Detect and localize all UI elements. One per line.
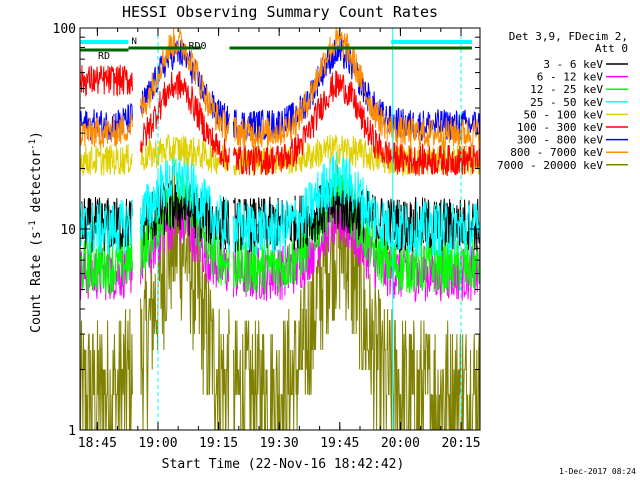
series-segment xyxy=(140,150,230,252)
y-label-part-1: Count Rate (s xyxy=(29,231,44,333)
series-segment xyxy=(79,113,133,148)
legend-entry-label: 50 - 100 keV xyxy=(524,108,604,121)
x-tick-label: 20:00 xyxy=(381,436,420,451)
x-tick-label: 19:15 xyxy=(199,436,238,451)
series-segment xyxy=(386,235,481,295)
y-tick-label: 1 xyxy=(68,424,76,439)
series-segment xyxy=(79,143,133,176)
legend-entry-label: 6 - 12 keV xyxy=(537,71,604,84)
x-tick-label: 19:00 xyxy=(138,436,177,451)
series-segment xyxy=(79,102,133,141)
x-tick-label: 18:45 xyxy=(78,436,117,451)
legend-entry-label: 12 - 25 keV xyxy=(530,83,603,96)
legend-entry-label: 7000 - 20000 keV xyxy=(497,159,603,172)
series-segment xyxy=(386,105,481,141)
series-segment xyxy=(140,134,230,175)
series-segment xyxy=(386,141,481,176)
flag-bars-layer: N RD RD0 xyxy=(80,37,472,62)
legend-entry-label: 300 - 800 keV xyxy=(517,134,603,147)
series-segment xyxy=(140,71,230,171)
y-label-part-3: ) xyxy=(29,131,44,139)
series-segment xyxy=(386,115,481,149)
series-segment xyxy=(386,200,481,258)
series-segment xyxy=(79,235,133,295)
y-label-part-2: detector xyxy=(29,150,44,221)
series-segment xyxy=(79,64,133,97)
series-segment xyxy=(233,164,388,431)
y-label-sup-1: -1 xyxy=(28,220,38,231)
series-segment xyxy=(79,199,133,256)
series-segment xyxy=(233,28,388,149)
x-tick-label: 19:45 xyxy=(320,436,359,451)
legend-entry-label: 800 - 7000 keV xyxy=(510,146,603,159)
x-axis-label: Start Time (22-Nov-16 18:42:42) xyxy=(162,457,405,472)
y-tick-label: 100 xyxy=(53,22,76,37)
series-25-50-kev xyxy=(79,150,481,258)
series-segment xyxy=(79,308,133,431)
footer-timestamp: 1-Dec-2017 08:24 xyxy=(559,467,636,476)
axes-layer: 18:45 19:00 19:15 19:30 19:45 20:00 20:15 1 10 10… xyxy=(53,22,481,451)
legend-entry-label: 100 - 300 keV xyxy=(517,121,603,134)
x-tick-label: 20:15 xyxy=(441,436,480,451)
series-100-300-kev xyxy=(79,64,481,176)
series-segment xyxy=(386,308,481,431)
series-segment xyxy=(140,164,230,431)
x-tick-label: 19:30 xyxy=(260,436,299,451)
flag-label: RD xyxy=(98,51,110,62)
legend-header-line-2: Att 0 xyxy=(595,42,628,55)
legend-entry-label: 3 - 6 keV xyxy=(543,58,603,71)
legend-entry-label: 25 - 50 keV xyxy=(530,96,603,109)
series-segment xyxy=(140,27,230,142)
flag-label: N xyxy=(131,37,136,47)
series-segment xyxy=(233,151,388,256)
y-axis-label: Count Rate (s-1 detector-1) xyxy=(28,131,44,333)
plot-series-layer xyxy=(79,27,481,431)
y-tick-label: 10 xyxy=(60,223,76,238)
series-800-7000-kev xyxy=(79,27,481,149)
flag-label: RD0 xyxy=(188,41,206,52)
y-label-sup-2: -1 xyxy=(28,139,38,150)
chart-title: HESSI Observing Summary Count Rates xyxy=(122,3,438,21)
series-segment xyxy=(233,70,388,176)
legend-header-line-1: Det 3,9, FDecim 2, xyxy=(509,30,628,43)
